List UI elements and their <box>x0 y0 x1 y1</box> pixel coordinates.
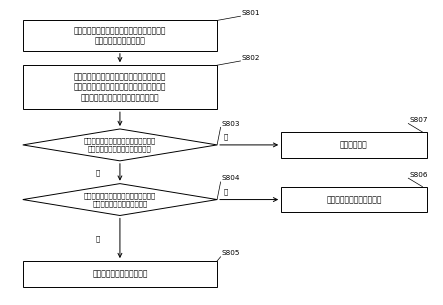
FancyBboxPatch shape <box>23 65 217 109</box>
Text: 是: 是 <box>96 235 100 242</box>
Text: S806: S806 <box>409 171 427 178</box>
Text: 控制前端元素隐藏目标功能: 控制前端元素隐藏目标功能 <box>326 195 382 204</box>
Text: S801: S801 <box>241 10 260 16</box>
Text: 否: 否 <box>224 188 228 195</box>
Text: 在检测到用户对前端元素进行访问的情况下，
获取针对前端元素预先设置的自定义标签，并
通过自定义标签的属性，获得请求信息: 在检测到用户对前端元素进行访问的情况下， 获取针对前端元素预先设置的自定义标签，… <box>74 72 166 102</box>
Text: S807: S807 <box>409 117 427 123</box>
Text: 隐藏前端元素: 隐藏前端元素 <box>340 140 368 149</box>
FancyBboxPatch shape <box>281 187 427 213</box>
FancyBboxPatch shape <box>281 132 427 158</box>
Text: S805: S805 <box>222 250 240 257</box>
Text: 在检测到用户使用角色登录系统的情况下，获
取与角色对应的权限信息: 在检测到用户使用角色登录系统的情况下，获 取与角色对应的权限信息 <box>74 26 166 45</box>
FancyBboxPatch shape <box>23 261 217 287</box>
Text: S802: S802 <box>241 55 260 61</box>
Text: 判断请求信息所示的请求参数，与权限
信息所示的请求参数是否匹配: 判断请求信息所示的请求参数，与权限 信息所示的请求参数是否匹配 <box>84 192 156 207</box>
Polygon shape <box>23 184 217 216</box>
Text: 否: 否 <box>224 134 228 140</box>
Text: S804: S804 <box>222 175 240 181</box>
FancyBboxPatch shape <box>23 20 217 51</box>
Text: S803: S803 <box>222 121 240 127</box>
Text: 控制前端元素显示目标功能: 控制前端元素显示目标功能 <box>92 269 148 278</box>
Text: 是: 是 <box>96 169 100 176</box>
Text: 判断权限信息所示的各个请求路径中，
是否包含请求信息所示的请求路径: 判断权限信息所示的各个请求路径中， 是否包含请求信息所示的请求路径 <box>84 138 156 152</box>
Polygon shape <box>23 129 217 161</box>
